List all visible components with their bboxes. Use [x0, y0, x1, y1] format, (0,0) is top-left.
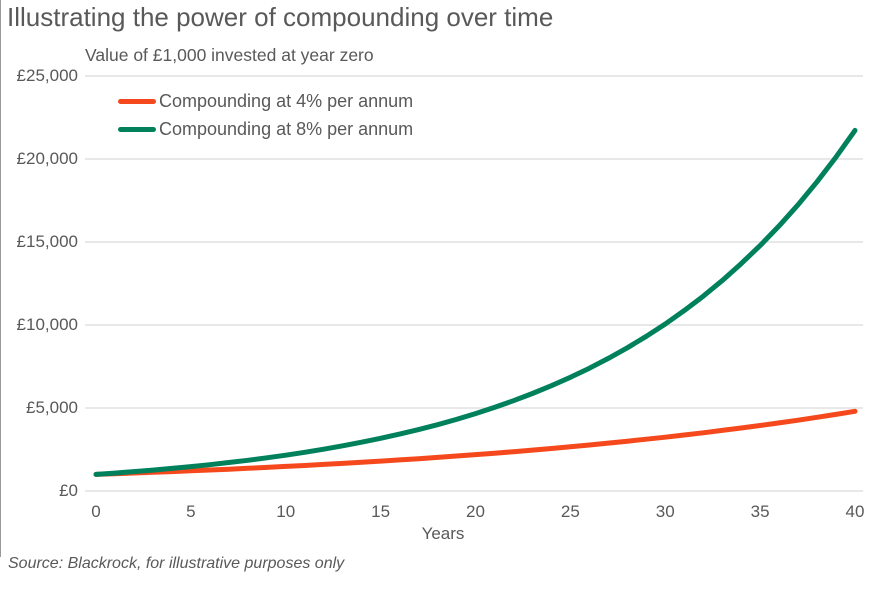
legend-label-8pct: Compounding at 8% per annum: [159, 118, 414, 139]
x-tick-label: 40: [845, 502, 865, 521]
legend-label-4pct: Compounding at 4% per annum: [159, 90, 414, 111]
legend-item-8pct: Compounding at 8% per annum: [118, 115, 413, 143]
y-tick-label: £15,000: [16, 232, 78, 251]
legend-swatch-8pct-icon: [118, 126, 156, 132]
y-axis-labels: £0 £5,000 £10,000 £15,000 £20,000 £25,000: [0, 0, 78, 591]
x-tick-label: 30: [655, 502, 675, 521]
x-tick-label: 0: [91, 502, 101, 521]
y-tick-label: £0: [59, 481, 78, 500]
y-tick-label: £20,000: [16, 149, 78, 168]
series-line-8pct: [93, 127, 858, 477]
chart-title: Illustrating the power of compounding ov…: [7, 2, 554, 32]
x-tick-label: 15: [371, 502, 391, 521]
left-edge-line: [0, 0, 1, 557]
y-tick-label: £10,000: [16, 315, 78, 334]
x-tick-label: 25: [560, 502, 580, 521]
series-line-4pct: [93, 408, 858, 477]
x-axis-title: Years: [421, 524, 465, 543]
x-tick-label: 20: [466, 502, 485, 521]
source-note: Source: Blackrock, for illustrative purp…: [8, 555, 345, 572]
legend-item-4pct: Compounding at 4% per annum: [118, 87, 413, 115]
legend-swatch-4pct-icon: [118, 98, 156, 104]
legend: Compounding at 4% per annum Compounding …: [118, 87, 413, 143]
y-tick-label: £5,000: [26, 398, 78, 417]
x-tick-label: 10: [276, 502, 296, 521]
y-tick-label: £25,000: [16, 66, 78, 85]
x-tick-label: 35: [750, 502, 770, 521]
x-tick-label: 5: [186, 502, 196, 521]
chart-subtitle: Value of £1,000 invested at year zero: [85, 45, 374, 65]
